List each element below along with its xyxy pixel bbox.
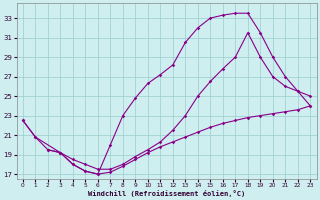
X-axis label: Windchill (Refroidissement éolien,°C): Windchill (Refroidissement éolien,°C) xyxy=(88,190,245,197)
